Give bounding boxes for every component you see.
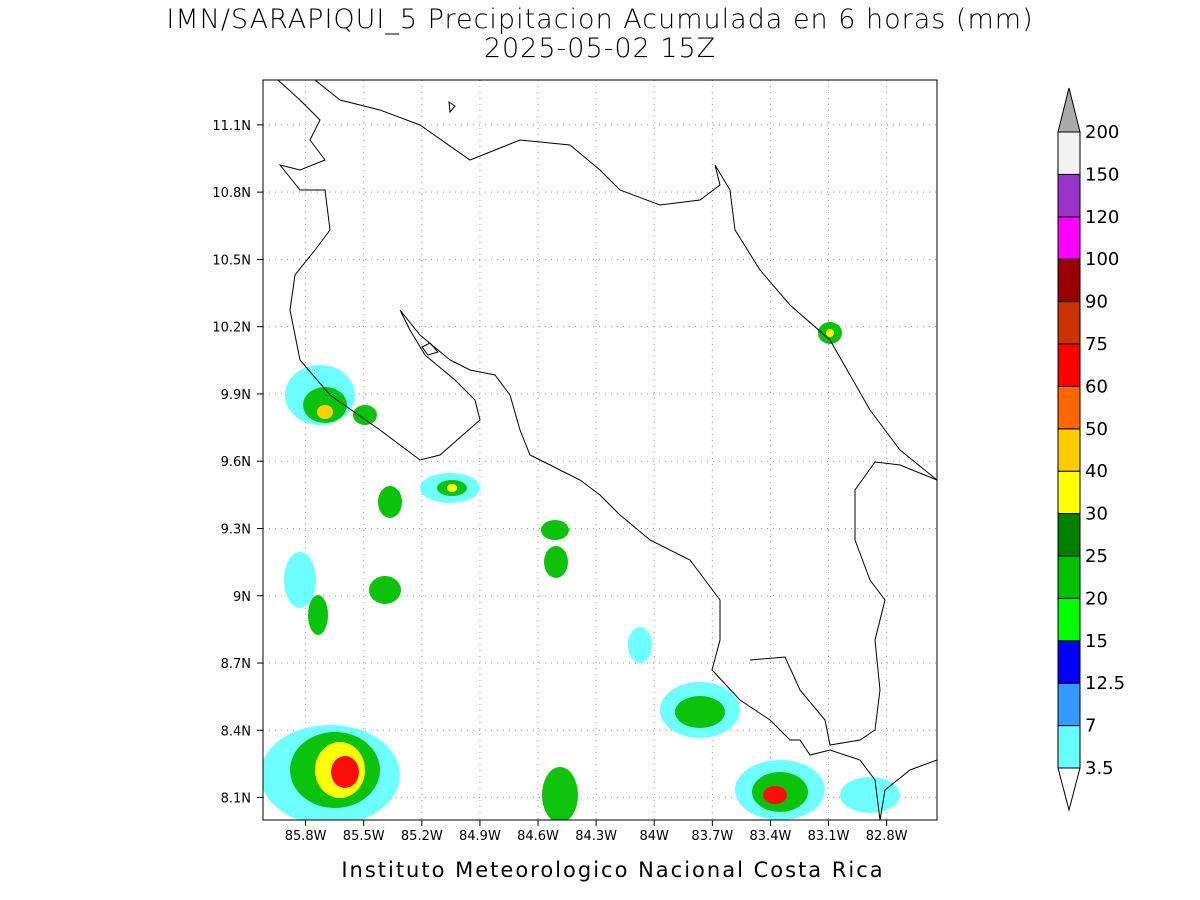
x-tick-label: 84.9W: [459, 829, 501, 844]
y-tick-label: 9.9N: [221, 388, 251, 403]
colorbar-segment: [1057, 173, 1081, 218]
y-tick-label: 8.4N: [221, 724, 251, 739]
colorbar-segment: [1057, 343, 1081, 387]
colorbar-label: 25: [1085, 546, 1108, 567]
x-tick-label: 84.3W: [575, 829, 617, 844]
x-tick-label: 83.7W: [691, 829, 733, 844]
colorbar-segment: [1057, 258, 1081, 303]
colorbar-label: 40: [1085, 461, 1108, 482]
title: IMN/SARAPIQUI_5 Precipitacion Acumulada …: [166, 4, 1033, 35]
colorbar-label: 50: [1085, 419, 1108, 440]
colorbar-segment: [1057, 597, 1081, 642]
colorbar-segment: [1057, 640, 1081, 684]
colorbar-label: 90: [1085, 292, 1108, 313]
colorbar-label: 60: [1085, 376, 1108, 397]
x-tick-label: 83.4W: [750, 829, 792, 844]
colorbar-segment: [1057, 682, 1081, 727]
colorbar-label: 20: [1085, 588, 1108, 609]
colorbar-under: [1057, 767, 1081, 812]
axes: 85.8W 85.5W 85.2W 84.9W 84.6W 84.3W 84W 83.7W 83…: [212, 119, 907, 844]
footer: Instituto Meteorologico Nacional Costa R…: [341, 858, 884, 882]
x-tick-label: 85.5W: [343, 829, 385, 844]
colorbar-segment: [1057, 725, 1081, 769]
map-frame: [262, 79, 938, 821]
y-tick-label: 9.3N: [221, 522, 251, 537]
y-tick-label: 8.1N: [221, 792, 251, 807]
colorbar-segment: [1057, 555, 1081, 599]
colorbar-label: 100: [1085, 249, 1119, 270]
colorbar-segment: [1057, 470, 1081, 515]
y-tick-label: 9.6N: [221, 455, 251, 470]
y-tick-label: 10.5N: [212, 253, 251, 268]
x-tick-label: 85.8W: [285, 829, 327, 844]
x-tick-label: 84W: [640, 829, 670, 844]
x-tick-label: 85.2W: [401, 829, 443, 844]
colorbar-segment: [1057, 216, 1081, 260]
x-tick-label: 82.8W: [866, 829, 908, 844]
colorbar: 3.5 7 12.5 15 20 25 30 40 50 60 75 90 100 120 150 200: [1057, 87, 1125, 812]
colorbar-label: 120: [1085, 207, 1119, 228]
y-tick-label: 8.7N: [221, 657, 251, 672]
y-tick-label: 10.8N: [212, 186, 251, 201]
colorbar-segment: [1057, 131, 1081, 175]
x-tick-label: 83.1W: [808, 829, 850, 844]
colorbar-segment: [1057, 385, 1081, 430]
colorbar-label: 15: [1085, 631, 1108, 652]
colorbar-label: 30: [1085, 504, 1108, 525]
colorbar-label: 200: [1085, 122, 1119, 143]
y-tick-label: 9N: [233, 590, 251, 605]
subtitle: 2025-05-02 15Z: [484, 33, 716, 64]
precipitation: [263, 80, 937, 820]
colorbar-segment: [1057, 428, 1081, 472]
colorbar-segment: [1057, 301, 1081, 345]
x-tick-label: 84.6W: [517, 829, 559, 844]
colorbar-over: [1057, 87, 1081, 133]
colorbar-label: 7: [1085, 716, 1096, 737]
y-tick-label: 10.2N: [212, 321, 251, 336]
y-tick-label: 11.1N: [212, 119, 251, 134]
colorbar-segment: [1057, 513, 1081, 557]
colorbar-label: 12.5: [1085, 673, 1125, 694]
grid: [263, 80, 937, 820]
colorbar-label: 150: [1085, 164, 1119, 185]
colorbar-label: 75: [1085, 334, 1108, 355]
colorbar-label: 3.5: [1085, 758, 1114, 779]
